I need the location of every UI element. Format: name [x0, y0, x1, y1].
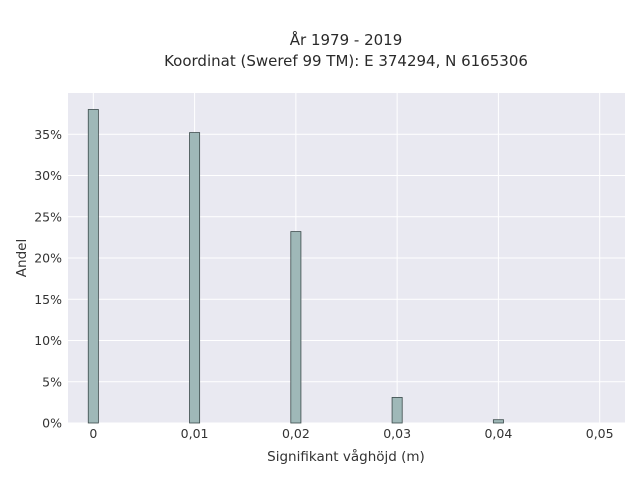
y-tick-label: 10% [34, 333, 62, 348]
y-axis-label: Andel [14, 239, 30, 277]
y-tick-labels: 0% 5% 10% 15% 20% 25% 30% 35% [34, 127, 62, 431]
x-tick-labels: 0 0,01 0,02 0,03 0,04 0,05 [89, 426, 613, 441]
x-tick-label: 0,01 [181, 426, 209, 441]
x-tick-label: 0 [89, 426, 97, 441]
bar [492, 419, 504, 424]
y-tick-label: 20% [34, 251, 62, 266]
bar [189, 132, 201, 424]
y-tick-label: 35% [34, 127, 62, 142]
x-tick-label: 0,05 [586, 426, 614, 441]
chart-subtitle: Koordinat (Sweref 99 TM): E 374294, N 61… [164, 52, 528, 70]
y-tick-label: 0% [42, 416, 62, 431]
x-tick-label: 0,02 [282, 426, 310, 441]
y-tick-label: 30% [34, 168, 62, 183]
y-tick-label: 5% [42, 374, 62, 389]
chart-title: År 1979 - 2019 [290, 30, 403, 49]
x-tick-label: 0,03 [383, 426, 411, 441]
bar [290, 231, 302, 424]
bar [391, 397, 403, 424]
bar [87, 109, 99, 424]
y-tick-label: 15% [34, 292, 62, 307]
x-axis-label: Signifikant våghöjd (m) [267, 448, 425, 465]
y-tick-label: 25% [34, 209, 62, 224]
x-tick-label: 0,04 [484, 426, 512, 441]
bars [87, 109, 504, 424]
